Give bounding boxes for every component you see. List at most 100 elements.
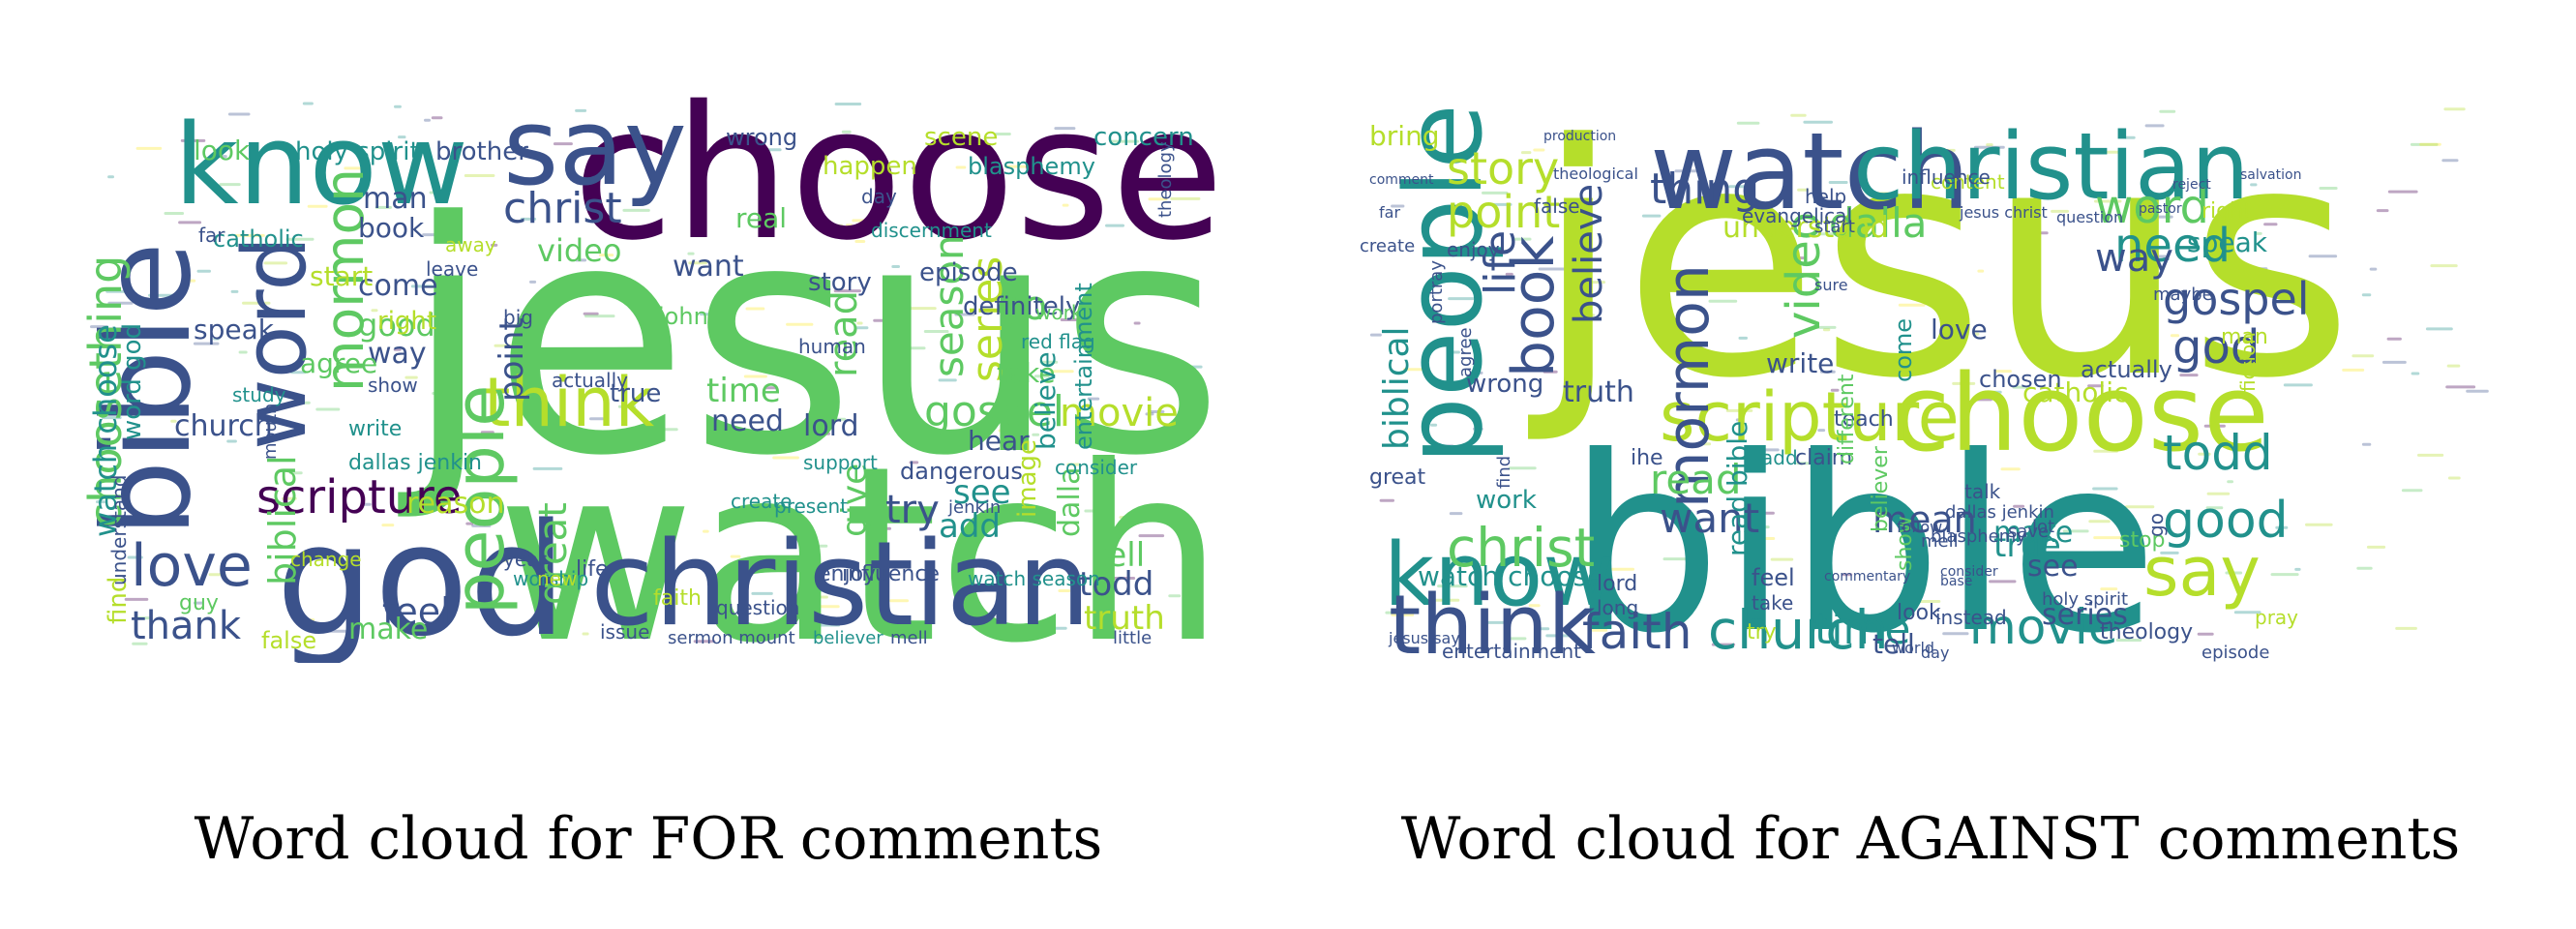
tiny-word-mark xyxy=(1060,318,1084,321)
tiny-word-mark xyxy=(297,618,315,622)
tiny-word-mark xyxy=(2294,567,2301,571)
cloud-word: jesus xyxy=(1524,82,2354,448)
tiny-word-mark xyxy=(127,555,143,559)
caption-for: Word cloud for FOR comments xyxy=(194,805,1103,873)
cloud-word: add xyxy=(939,507,1001,546)
tiny-word-mark xyxy=(909,461,919,464)
tiny-word-mark xyxy=(1431,598,1460,602)
cloud-word: long xyxy=(1597,596,1638,619)
cloud-word: mouth xyxy=(260,404,281,460)
cloud-word: new xyxy=(537,567,577,590)
cloud-word: talk xyxy=(1964,480,2001,503)
cloud-word: read bible xyxy=(1722,421,1753,556)
tiny-word-mark xyxy=(1972,332,1980,336)
tiny-word-mark xyxy=(315,407,341,411)
cloud-word: take xyxy=(1752,591,1793,614)
cloud-word: consider xyxy=(1940,564,1998,580)
tiny-word-mark xyxy=(575,258,587,262)
cloud-word: mean xyxy=(1872,498,1977,541)
cloud-word: believe xyxy=(1567,184,1611,324)
tiny-word-mark xyxy=(1977,269,1985,273)
cloud-word: happen xyxy=(823,152,917,181)
tiny-word-mark xyxy=(617,405,637,408)
tiny-word-mark xyxy=(242,301,271,305)
tiny-word-mark xyxy=(955,165,967,169)
tiny-word-mark xyxy=(1925,366,1932,370)
tiny-word-mark xyxy=(293,401,311,405)
cloud-word: away xyxy=(445,233,496,256)
tiny-word-mark xyxy=(906,307,937,311)
tiny-word-mark xyxy=(164,212,185,215)
tiny-word-mark xyxy=(1170,196,1201,200)
cloud-word: make xyxy=(348,613,428,646)
tiny-word-mark xyxy=(854,240,866,243)
tiny-word-mark xyxy=(1105,224,1124,227)
cloud-word: word god xyxy=(118,323,147,440)
tiny-word-mark xyxy=(2170,334,2180,338)
tiny-word-mark xyxy=(1756,525,1770,529)
tiny-word-mark xyxy=(152,333,168,337)
cloud-word: bring xyxy=(1369,120,1440,152)
tiny-word-mark xyxy=(1543,370,1558,374)
cloud-word: actually xyxy=(552,369,628,392)
tiny-word-mark xyxy=(2466,389,2489,393)
tiny-word-mark xyxy=(432,392,463,395)
tiny-word-mark xyxy=(891,265,900,268)
cloud-word: understand xyxy=(1722,211,1889,245)
tiny-word-mark xyxy=(2395,626,2417,630)
tiny-word-mark xyxy=(1148,197,1168,201)
tiny-word-mark xyxy=(1054,127,1076,131)
tiny-word-mark xyxy=(189,279,196,283)
tiny-word-mark xyxy=(393,347,402,351)
tiny-word-mark xyxy=(398,135,406,139)
cloud-word: tell xyxy=(1872,628,1915,660)
cloud-word: christian xyxy=(590,518,1091,652)
tiny-word-mark xyxy=(606,556,623,560)
cloud-word: bible xyxy=(1568,405,2158,663)
cloud-word: theological xyxy=(1553,165,1638,183)
tiny-word-mark xyxy=(820,595,828,599)
tiny-word-mark xyxy=(2093,536,2122,540)
tiny-word-mark xyxy=(2417,453,2444,457)
tiny-word-mark xyxy=(1138,534,1165,538)
tiny-word-mark xyxy=(758,148,782,152)
cloud-word: see xyxy=(2027,550,2079,584)
tiny-word-mark xyxy=(1844,350,1870,354)
tiny-word-mark xyxy=(230,289,239,293)
cloud-word: entertainment xyxy=(1070,283,1097,450)
tiny-word-mark xyxy=(1797,188,1809,192)
tiny-word-mark xyxy=(2376,209,2389,213)
tiny-word-mark xyxy=(1004,165,1033,168)
cloud-word: movie xyxy=(1969,599,2118,655)
tiny-word-mark xyxy=(1538,267,1569,271)
cloud-word: book xyxy=(1500,235,1568,377)
tiny-word-mark xyxy=(1062,203,1069,207)
tiny-word-mark xyxy=(2283,383,2313,387)
cloud-word: mormon xyxy=(1655,264,1722,508)
cloud-word: way xyxy=(368,337,427,371)
cloud-word: people xyxy=(440,385,520,614)
tiny-word-mark xyxy=(1110,139,1139,143)
cloud-word: jesus xyxy=(394,154,1224,525)
tiny-word-mark xyxy=(1747,367,1754,371)
cloud-word: thank xyxy=(131,604,242,648)
cloud-word: dalla xyxy=(1829,199,1927,247)
tiny-word-mark xyxy=(1507,637,1527,641)
tiny-word-mark xyxy=(575,108,587,112)
tiny-word-mark xyxy=(1866,192,1890,195)
tiny-word-mark xyxy=(1032,433,1040,436)
cloud-word: instead xyxy=(1935,606,2007,629)
cloud-word: study xyxy=(232,383,286,406)
cloud-word: question xyxy=(716,596,799,619)
tiny-word-mark xyxy=(2197,632,2214,636)
tiny-word-mark xyxy=(845,224,854,227)
tiny-word-mark xyxy=(866,526,891,530)
tiny-word-mark xyxy=(2198,452,2211,456)
tiny-word-mark xyxy=(2319,187,2338,190)
cloud-word: want xyxy=(1660,494,1759,542)
cloud-word: man xyxy=(2221,325,2268,349)
tiny-word-mark xyxy=(471,524,492,527)
tiny-word-mark xyxy=(532,466,563,470)
tiny-word-mark xyxy=(2386,337,2402,341)
cloud-word: scene xyxy=(924,123,998,152)
